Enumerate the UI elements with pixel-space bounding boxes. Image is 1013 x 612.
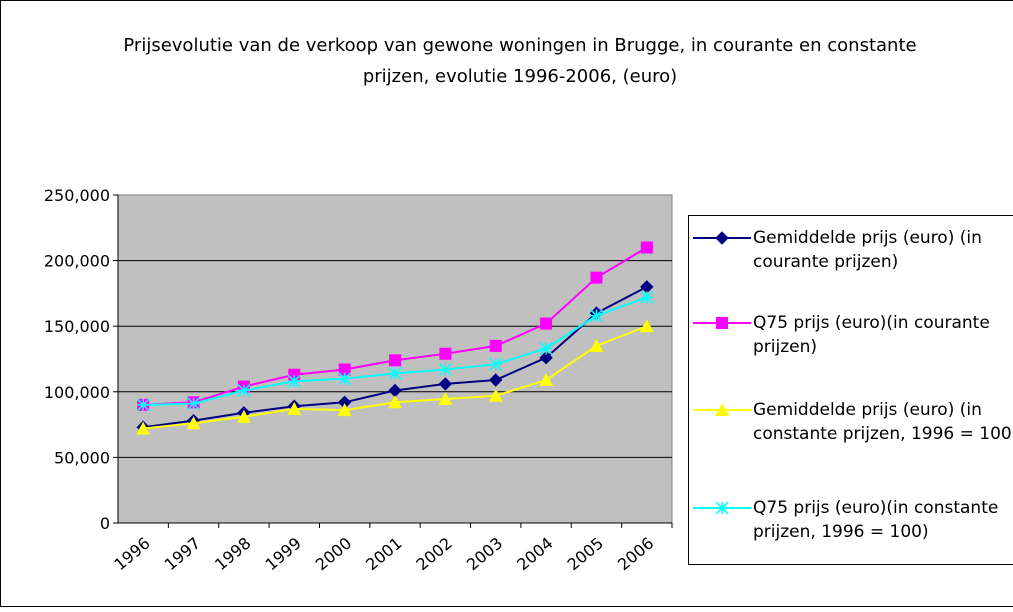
marker-square bbox=[439, 347, 452, 360]
legend-key bbox=[693, 403, 751, 416]
x-tick-label: 2004 bbox=[513, 534, 556, 575]
y-tick-label: 200,000 bbox=[44, 252, 110, 271]
marker-square bbox=[338, 363, 351, 376]
marker-star bbox=[237, 383, 251, 398]
marker-square bbox=[640, 241, 653, 254]
marker-square bbox=[489, 339, 502, 352]
marker-triangle bbox=[715, 403, 729, 416]
marker-triangle bbox=[539, 372, 554, 386]
legend-key bbox=[693, 231, 751, 245]
marker-square bbox=[590, 271, 603, 284]
marker-triangle bbox=[186, 416, 201, 430]
marker-triangle bbox=[488, 388, 503, 402]
legend-key bbox=[693, 317, 751, 329]
marker-square bbox=[540, 317, 553, 330]
marker-star bbox=[715, 501, 729, 515]
marker-triangle bbox=[287, 401, 302, 415]
marker-star bbox=[287, 374, 301, 388]
legend-key bbox=[693, 501, 751, 515]
x-tick-label: 1998 bbox=[211, 534, 254, 575]
legend-label: Gemiddelde prijs (euro) (in courante pri… bbox=[753, 228, 982, 272]
marker-square bbox=[389, 354, 401, 367]
x-tick-label: 2000 bbox=[312, 534, 355, 575]
x-tick-label: 2002 bbox=[413, 534, 456, 575]
marker-star bbox=[338, 372, 352, 386]
marker-star bbox=[187, 397, 201, 411]
y-tick-label: 50,000 bbox=[54, 448, 110, 467]
legend: Gemiddelde prijs (euro) (in courante pri… bbox=[688, 215, 1013, 565]
marker-triangle bbox=[236, 409, 251, 423]
marker-star bbox=[438, 362, 452, 377]
marker-triangle bbox=[337, 403, 352, 417]
legend-label: Gemiddelde prijs (euro) (in constante pr… bbox=[753, 400, 1013, 444]
marker-star bbox=[388, 366, 402, 380]
marker-triangle bbox=[639, 319, 654, 333]
marker-triangle bbox=[388, 395, 402, 409]
y-tick-label: 150,000 bbox=[44, 317, 110, 336]
marker-star bbox=[136, 398, 150, 412]
marker-star bbox=[539, 341, 553, 356]
chart-title: Prijsevolutie van de verkoop van gewone … bbox=[123, 35, 917, 87]
marker-diamond bbox=[539, 350, 553, 365]
y-tick-label: 100,000 bbox=[44, 383, 110, 402]
marker-triangle bbox=[438, 392, 453, 406]
marker-square bbox=[716, 317, 728, 329]
x-tick-label: 2005 bbox=[564, 534, 607, 575]
x-tick-label: 2001 bbox=[362, 534, 405, 575]
marker-star bbox=[489, 357, 503, 371]
marker-triangle bbox=[136, 421, 151, 435]
x-tick-label: 1996 bbox=[110, 534, 153, 575]
x-tick-label: 1997 bbox=[161, 534, 204, 575]
marker-star bbox=[589, 309, 603, 323]
marker-diamond bbox=[489, 373, 503, 387]
x-tick-label: 2006 bbox=[614, 534, 657, 575]
y-tick-label: 250,000 bbox=[44, 186, 110, 205]
marker-star bbox=[640, 290, 654, 304]
legend-label: Q75 prijs (euro)(in courante prijzen) bbox=[753, 313, 990, 357]
marker-diamond bbox=[715, 231, 729, 245]
marker-triangle bbox=[589, 338, 604, 352]
y-tick-label: 0 bbox=[100, 514, 110, 533]
x-tick-label: 2003 bbox=[463, 534, 506, 575]
marker-diamond bbox=[438, 377, 453, 391]
legend-label: Q75 prijs (euro)(in constante prijzen, 1… bbox=[753, 498, 999, 542]
x-tick-label: 1999 bbox=[261, 534, 304, 575]
